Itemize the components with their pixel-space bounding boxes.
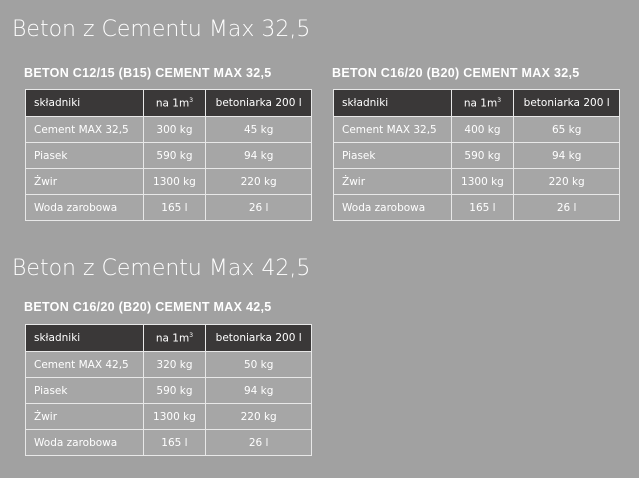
table-cell: Piasek — [25, 142, 144, 169]
table-cell: 26 l — [205, 194, 312, 221]
mix-table: składniki na 1m3 betoniarka 200 l Cement MA… — [25, 324, 312, 456]
column-header: betoniarka 200 l — [205, 324, 312, 352]
table-cell: 94 kg — [513, 142, 620, 169]
table-cell: 220 kg — [513, 168, 620, 195]
table-cell: 45 kg — [205, 116, 312, 143]
table-cell: 220 kg — [205, 168, 312, 195]
table-cell: 26 l — [205, 429, 312, 456]
table-header-row: składniki na 1m3 betoniarka 200 l — [25, 324, 312, 352]
table-cell: 165 l — [142, 429, 207, 456]
table-cell: Cement MAX 32,5 — [333, 116, 452, 143]
table-header-row: składniki na 1m3 betoniarka 200 l — [25, 89, 312, 117]
table-row: Woda zarobowa 165 l 26 l — [333, 194, 620, 221]
table-cell: Żwir — [25, 403, 144, 430]
table-cell: 300 kg — [142, 116, 207, 143]
table-cell: 590 kg — [450, 142, 515, 169]
table-heading: BETON C16/20 (B20) CEMENT MAX 32,5 — [332, 66, 580, 80]
table-cell: 165 l — [142, 194, 207, 221]
table-cell: 65 kg — [513, 116, 620, 143]
table-row: Cement MAX 32,5 300 kg 45 kg — [25, 116, 312, 143]
table-cell: Woda zarobowa — [25, 194, 144, 221]
table-row: Piasek 590 kg 94 kg — [333, 142, 620, 169]
table-cell: 590 kg — [142, 377, 207, 404]
table-heading: BETON C12/15 (B15) CEMENT MAX 32,5 — [24, 66, 272, 80]
table-cell: 94 kg — [205, 377, 312, 404]
column-header: betoniarka 200 l — [205, 89, 312, 117]
table-heading: BETON C16/20 (B20) CEMENT MAX 42,5 — [24, 300, 272, 314]
column-header: na 1m3 — [450, 89, 515, 117]
table-row: Woda zarobowa 165 l 26 l — [25, 429, 312, 456]
table-cell: Piasek — [25, 377, 144, 404]
table-cell: 400 kg — [450, 116, 515, 143]
section-title: Beton z Cementu Max 32,5 — [12, 17, 311, 42]
section-title: Beton z Cementu Max 42,5 — [12, 256, 311, 281]
table-cell: 320 kg — [142, 351, 207, 378]
table-row: Cement MAX 42,5 320 kg 50 kg — [25, 351, 312, 378]
mix-table: składniki na 1m3 betoniarka 200 l Cement MA… — [333, 89, 620, 221]
table-cell: Woda zarobowa — [333, 194, 452, 221]
table-header-row: składniki na 1m3 betoniarka 200 l — [333, 89, 620, 117]
table-cell: Cement MAX 42,5 — [25, 351, 144, 378]
column-header: składniki — [333, 89, 452, 117]
table-cell: Woda zarobowa — [25, 429, 144, 456]
column-header: na 1m3 — [142, 89, 207, 117]
table-row: Piasek 590 kg 94 kg — [25, 377, 312, 404]
table-cell: Cement MAX 32,5 — [25, 116, 144, 143]
table-cell: 50 kg — [205, 351, 312, 378]
table-cell: 1300 kg — [142, 403, 207, 430]
table-cell: 590 kg — [142, 142, 207, 169]
table-row: Żwir 1300 kg 220 kg — [25, 403, 312, 430]
table-row: Żwir 1300 kg 220 kg — [25, 168, 312, 195]
table-cell: 94 kg — [205, 142, 312, 169]
table-cell: 1300 kg — [142, 168, 207, 195]
column-header: betoniarka 200 l — [513, 89, 620, 117]
table-cell: Żwir — [333, 168, 452, 195]
table-row: Woda zarobowa 165 l 26 l — [25, 194, 312, 221]
mix-table: składniki na 1m3 betoniarka 200 l Cement MA… — [25, 89, 312, 221]
table-cell: 26 l — [513, 194, 620, 221]
table-cell: 220 kg — [205, 403, 312, 430]
column-header: składniki — [25, 324, 144, 352]
table-cell: Piasek — [333, 142, 452, 169]
table-cell: 165 l — [450, 194, 515, 221]
table-cell: 1300 kg — [450, 168, 515, 195]
column-header: składniki — [25, 89, 144, 117]
column-header: na 1m3 — [142, 324, 207, 352]
table-cell: Żwir — [25, 168, 144, 195]
table-row: Piasek 590 kg 94 kg — [25, 142, 312, 169]
table-row: Żwir 1300 kg 220 kg — [333, 168, 620, 195]
table-row: Cement MAX 32,5 400 kg 65 kg — [333, 116, 620, 143]
